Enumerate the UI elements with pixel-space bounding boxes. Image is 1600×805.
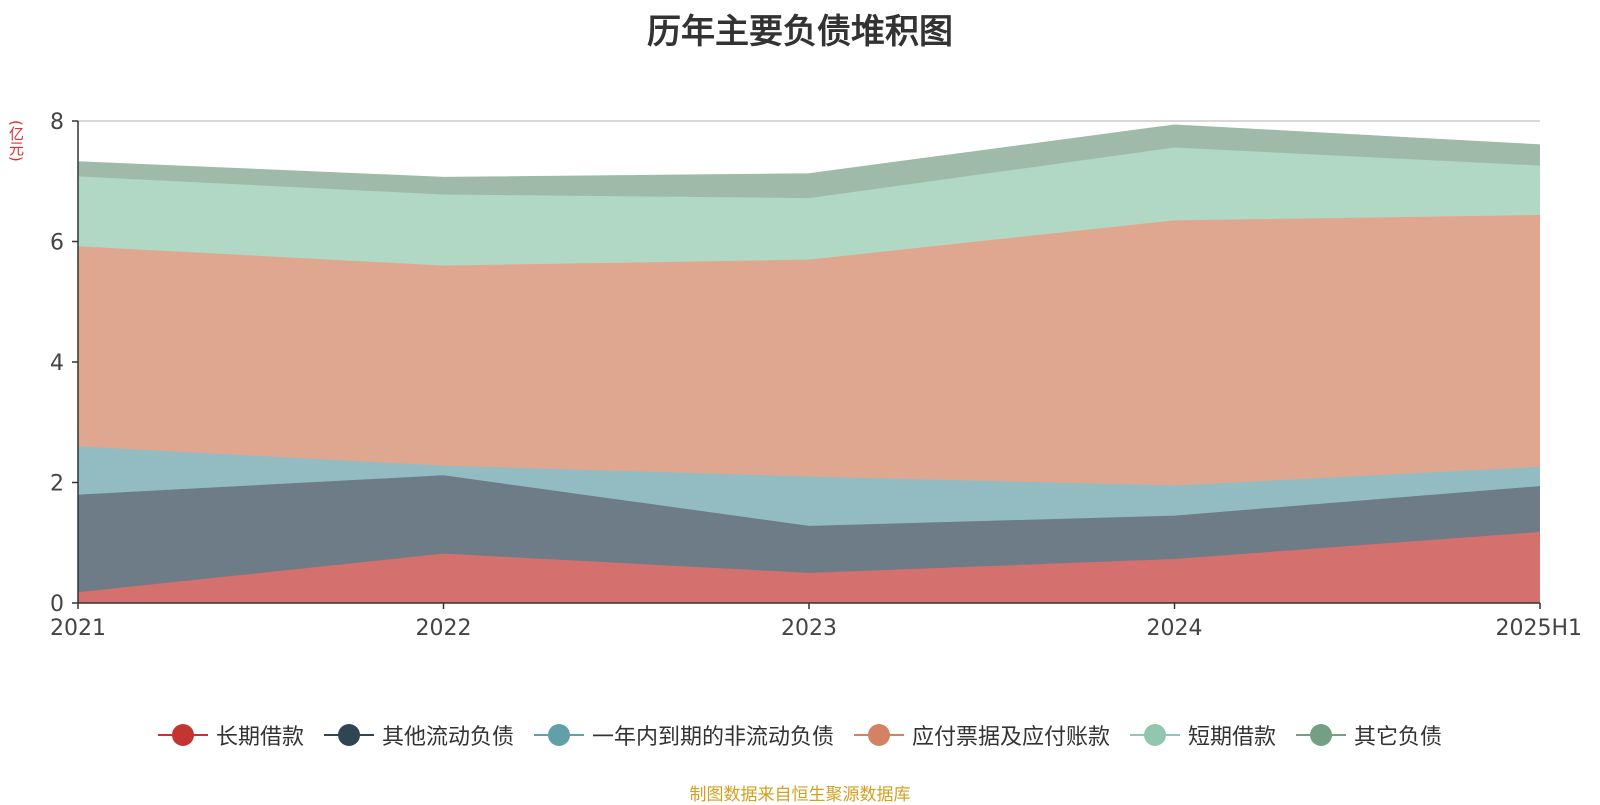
legend-item-4[interactable]: 短期借款	[1130, 719, 1276, 751]
y-tick-label: 8	[50, 110, 64, 135]
legend: 长期借款 其他流动负债 一年内到期的非流动负债 应付票据及应付账款 短期借款 其它负债	[0, 715, 1600, 755]
area-series-5[interactable]	[78, 125, 1540, 199]
legend-item-1[interactable]: 其他流动负债	[323, 719, 514, 751]
y-tick-label: 2	[50, 472, 64, 497]
legend-item-3[interactable]: 应付票据及应付账款	[854, 719, 1110, 751]
y-tick-label: 0	[50, 592, 64, 617]
legend-dot	[1310, 724, 1333, 746]
area-series-0[interactable]	[78, 531, 1540, 603]
area-layer	[77, 124, 1541, 603]
legend-dot	[1144, 724, 1167, 746]
legend-item-2[interactable]: 一年内到期的非流动负债	[533, 719, 834, 751]
legend-marker-icon	[533, 723, 584, 747]
legend-marker-icon	[323, 723, 374, 747]
x-tick-label: 2024	[1147, 616, 1203, 641]
legend-item-5[interactable]: 其它负债	[1296, 719, 1442, 751]
legend-marker-icon	[1130, 723, 1181, 747]
stacked-area-chart: 0 2 4 6 8 2021 2022 2023 2024 2025H1	[50, 110, 1582, 641]
y-axis-unit-label: (亿元)	[7, 120, 25, 162]
x-tick-label: 2025H1	[1495, 616, 1582, 641]
y-tick-label: 6	[50, 231, 64, 256]
chart-title: 历年主要负债堆积图	[647, 12, 953, 52]
legend-dot	[171, 724, 194, 746]
x-tick-label: 2021	[50, 616, 106, 641]
legend-dot	[337, 724, 360, 746]
x-tick-label: 2023	[781, 616, 837, 641]
legend-label: 其它负债	[1354, 725, 1443, 750]
legend-label: 其他流动负债	[381, 725, 514, 750]
x-tick-label: 2022	[416, 616, 472, 641]
y-tick-label: 4	[50, 351, 64, 376]
legend-marker-icon	[157, 723, 208, 747]
axis-layer: 0 2 4 6 8 2021 2022 2023 2024 2025H1	[50, 110, 1582, 641]
legend-dot	[547, 724, 570, 746]
area-series-4[interactable]	[78, 147, 1540, 266]
data-source-note: 制图数据来自恒生聚源数据库	[689, 785, 911, 805]
legend-marker-icon	[854, 723, 904, 747]
area-series-1[interactable]	[78, 475, 1540, 593]
legend-marker-icon	[1296, 723, 1347, 747]
legend-label: 一年内到期的非流动负债	[591, 725, 834, 750]
area-series-3[interactable]	[78, 215, 1540, 486]
legend-item-0[interactable]: 长期借款	[157, 719, 304, 751]
legend-label: 短期借款	[1188, 725, 1277, 750]
legend-label: 长期借款	[215, 725, 304, 750]
legend-label: 应付票据及应付账款	[912, 725, 1111, 750]
legend-dot	[868, 724, 890, 746]
area-series-edge-5	[77, 124, 1541, 179]
